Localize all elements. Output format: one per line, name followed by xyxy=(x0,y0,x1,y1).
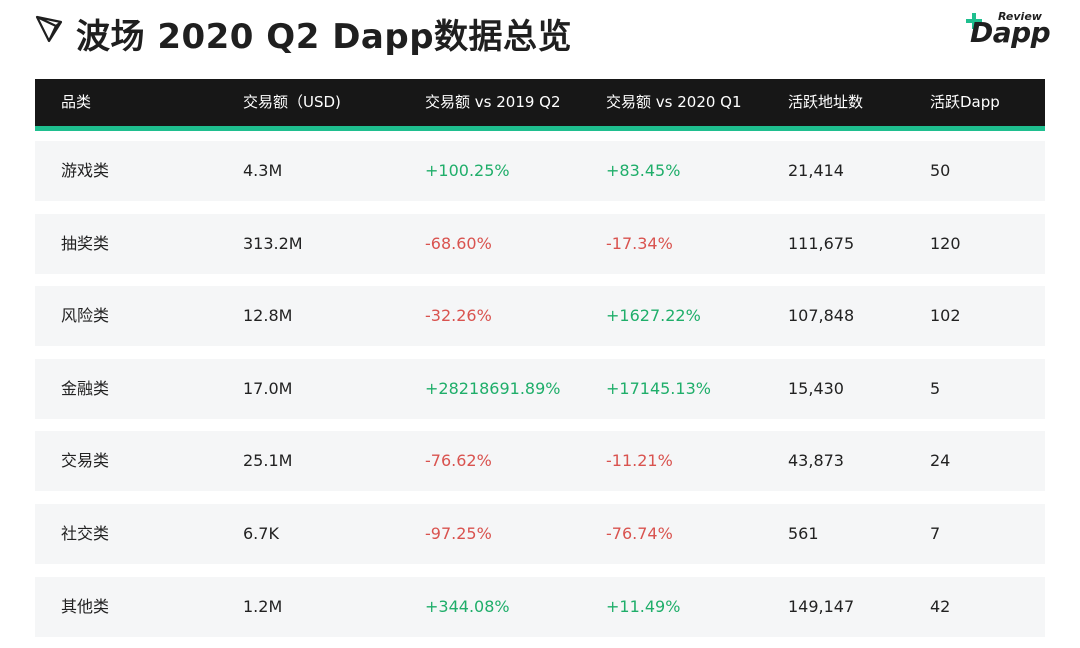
tron-logo-icon xyxy=(35,15,63,43)
cell-active-addresses: 149,147 xyxy=(788,597,855,616)
plus-icon xyxy=(966,13,982,29)
title-bar: 波场 2020 Q2 Dapp数据总览 Review Dapp xyxy=(0,0,1080,66)
brand-dapp-text: Dapp xyxy=(970,16,1051,49)
cell-vs-2019q2: +100.25% xyxy=(425,161,510,180)
cell-category: 游戏类 xyxy=(61,161,110,180)
cell-category: 风险类 xyxy=(61,306,110,325)
cell-volume: 6.7K xyxy=(243,524,279,543)
cell-active-addresses: 111,675 xyxy=(788,234,855,253)
cell-active-dapps: 120 xyxy=(930,234,961,253)
cell-vs-2020q1: +11.49% xyxy=(606,597,681,616)
cell-active-addresses: 43,873 xyxy=(788,451,844,470)
col-header-active-dapps: 活跃Dapp xyxy=(930,93,1000,111)
cell-volume: 25.1M xyxy=(243,451,293,470)
cell-active-dapps: 7 xyxy=(930,524,941,543)
cell-vs-2019q2: -32.26% xyxy=(425,306,492,325)
cell-vs-2019q2: -76.62% xyxy=(425,451,492,470)
cell-vs-2020q1: -17.34% xyxy=(606,234,673,253)
cell-active-dapps: 42 xyxy=(930,597,951,616)
cell-active-addresses: 15,430 xyxy=(788,379,844,398)
cell-category: 社交类 xyxy=(61,524,110,543)
cell-vs-2019q2: -97.25% xyxy=(425,524,492,543)
data-table: 品类 交易额（USD) 交易额 vs 2019 Q2 交易额 vs 2020 Q… xyxy=(35,79,1045,637)
col-header-vs-2019q2: 交易额 vs 2019 Q2 xyxy=(425,93,561,111)
cell-active-addresses: 107,848 xyxy=(788,306,855,325)
cell-volume: 12.8M xyxy=(243,306,293,325)
table-row: 其他类 1.2M +344.08% +11.49% 149,147 42 xyxy=(35,577,1045,637)
table-row: 抽奖类 313.2M -68.60% -17.34% 111,675 120 xyxy=(35,214,1045,274)
cell-vs-2019q2: -68.60% xyxy=(425,234,492,253)
dapp-review-logo: Review Dapp xyxy=(966,10,1051,50)
col-header-category: 品类 xyxy=(61,93,92,111)
table-row: 游戏类 4.3M +100.25% +83.45% 21,414 50 xyxy=(35,141,1045,201)
cell-vs-2020q1: +1627.22% xyxy=(606,306,701,325)
cell-category: 抽奖类 xyxy=(61,234,110,253)
cell-vs-2020q1: +17145.13% xyxy=(606,379,711,398)
cell-vs-2020q1: -11.21% xyxy=(606,451,673,470)
cell-vs-2020q1: -76.74% xyxy=(606,524,673,543)
cell-active-addresses: 21,414 xyxy=(788,161,844,180)
col-header-volume: 交易额（USD) xyxy=(243,93,341,111)
cell-category: 交易类 xyxy=(61,451,110,470)
cell-volume: 4.3M xyxy=(243,161,283,180)
col-header-vs-2020q1: 交易额 vs 2020 Q1 xyxy=(606,93,742,111)
cell-active-dapps: 102 xyxy=(930,306,961,325)
table-row: 金融类 17.0M +28218691.89% +17145.13% 15,43… xyxy=(35,359,1045,419)
cell-active-dapps: 5 xyxy=(930,379,941,398)
cell-active-dapps: 50 xyxy=(930,161,951,180)
cell-vs-2019q2: +28218691.89% xyxy=(425,379,561,398)
table-row: 交易类 25.1M -76.62% -11.21% 43,873 24 xyxy=(35,431,1045,491)
table-row: 风险类 12.8M -32.26% +1627.22% 107,848 102 xyxy=(35,286,1045,346)
cell-category: 金融类 xyxy=(61,379,110,398)
cell-active-dapps: 24 xyxy=(930,451,951,470)
page-title: 波场 2020 Q2 Dapp数据总览 xyxy=(76,17,573,57)
table-row: 社交类 6.7K -97.25% -76.74% 561 7 xyxy=(35,504,1045,564)
col-header-active-addresses: 活跃地址数 xyxy=(788,93,864,111)
cell-vs-2020q1: +83.45% xyxy=(606,161,681,180)
cell-category: 其他类 xyxy=(61,597,110,616)
table-header: 品类 交易额（USD) 交易额 vs 2019 Q2 交易额 vs 2020 Q… xyxy=(35,79,1045,131)
cell-active-addresses: 561 xyxy=(788,524,819,543)
brand-review-text: Review xyxy=(998,10,1042,23)
cell-vs-2019q2: +344.08% xyxy=(425,597,510,616)
cell-volume: 1.2M xyxy=(243,597,283,616)
cell-volume: 17.0M xyxy=(243,379,293,398)
cell-volume: 313.2M xyxy=(243,234,303,253)
